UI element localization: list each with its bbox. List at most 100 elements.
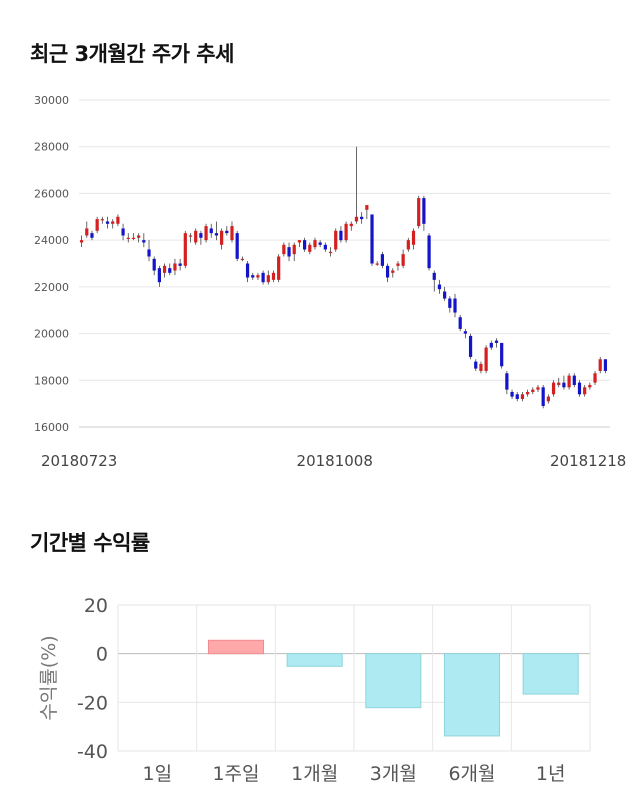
candle-body [85,228,89,236]
candle-body [178,263,182,266]
candle-body [256,275,260,278]
candle-body [468,335,473,357]
candle-body [443,291,447,299]
candle-body [339,230,343,241]
candle-body [235,233,239,259]
candle-body [588,384,592,388]
candle-body [448,298,452,308]
candle-body [282,244,286,255]
price-candlestick-chart: 30000 28000 26000 24000 22000 20000 18000 16000… [34,94,626,470]
return-x-tick: 6개월 [448,763,495,785]
candle-body [520,394,525,399]
candle-body [385,265,390,278]
candle-body [598,359,602,371]
return-bar [443,653,501,737]
candle-body [510,391,514,397]
candle-body [526,391,530,395]
return-x-tick: 1일 [143,763,173,785]
candle-body [225,230,229,234]
candle-body [541,387,545,406]
candle-body [401,254,405,266]
return-x-tick: 1주일 [212,763,259,785]
candle-body [90,233,94,238]
candle-body [593,373,597,383]
candle-body [396,263,400,266]
candle-body [95,219,99,231]
candle-body [168,268,172,273]
candle-body [266,275,270,283]
candle-body [344,223,348,241]
candle-body [494,340,499,343]
candle-body [551,382,556,395]
candle-body [142,240,146,243]
candle-body [147,249,151,257]
candle-body [214,233,219,236]
candle-body [131,237,136,240]
return-x-tick: 1개월 [291,763,338,785]
price-y-tick: 20000 [34,328,69,341]
candle-body [116,216,120,224]
candle-body [562,382,566,388]
candle-body [531,389,535,392]
candle-body [427,235,431,269]
candle-body [453,298,457,313]
candle-body [230,226,234,241]
candle-body [463,331,467,334]
candle-body [261,272,265,283]
candle-body [152,258,156,271]
return-x-tick: 3개월 [370,763,417,785]
candle-body [318,242,322,245]
candle-body [360,216,364,220]
price-x-tick: 20180723 [41,452,117,470]
candle-body [417,198,421,227]
candle-body [370,214,374,264]
price-y-tick: 30000 [34,94,69,107]
candle-body [422,198,426,224]
return-bar [286,653,343,667]
candle-body [308,244,312,252]
candle-body [432,272,436,280]
price-x-tick: 20181218 [550,452,626,470]
candle-body [323,244,327,250]
candle-body [489,342,493,348]
candle-body [204,226,208,241]
candle-body [183,233,187,266]
candle-body [334,230,338,250]
candle-body [194,230,198,243]
candle-body [220,230,224,245]
candle-body [557,382,561,385]
candle-body [546,396,550,402]
price-y-tick: 22000 [34,281,69,294]
candle-body [209,228,213,234]
candle-body [173,263,177,271]
candle-body [287,247,291,257]
candle-body [484,347,488,371]
candle-body [328,251,333,254]
return-y-tick: 0 [96,644,108,666]
candle-body [583,387,587,395]
candle-body [354,216,359,222]
candle-body [567,375,571,388]
candle-body [240,258,244,261]
return-y-axis-label: 수익률(%) [38,635,60,720]
candle-body [474,361,478,369]
return-x-tick: 1년 [536,763,566,785]
candle-body [292,244,296,255]
candle-body [121,228,125,236]
candle-body [505,373,509,390]
price-y-tick: 28000 [34,141,69,154]
candle-body [536,387,540,390]
price-x-tick: 20181008 [297,452,373,470]
price-y-tick: 24000 [34,234,69,247]
return-y-tick: 20 [84,595,108,617]
candle-body [411,230,416,245]
candle-body [277,256,281,280]
candle-body [406,240,410,250]
price-y-tick: 16000 [34,421,69,434]
period-return-title: 기간별 수익률 [30,531,150,555]
candle-body [375,263,379,265]
candle-body [365,205,369,210]
candle-body [391,270,395,273]
candle-body [100,219,104,221]
candle-body [111,221,115,224]
